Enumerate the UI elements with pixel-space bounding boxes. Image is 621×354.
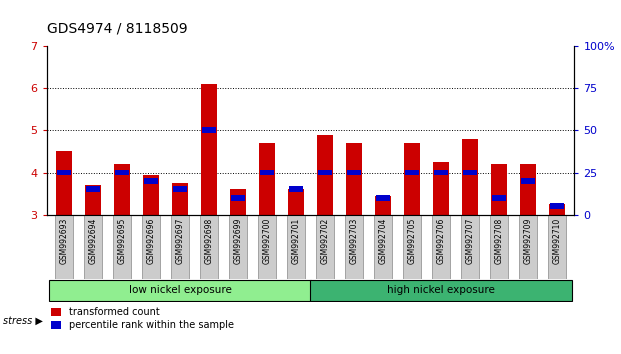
Bar: [201, 84, 217, 215]
Text: low nickel exposure: low nickel exposure: [129, 285, 232, 295]
Bar: [549, 204, 565, 215]
Bar: [434, 170, 448, 176]
Bar: [406, 170, 419, 176]
Bar: [57, 170, 71, 176]
FancyBboxPatch shape: [548, 215, 566, 279]
Bar: [520, 164, 536, 215]
Bar: [116, 170, 129, 176]
FancyBboxPatch shape: [201, 215, 217, 279]
Bar: [433, 162, 449, 215]
FancyBboxPatch shape: [317, 215, 333, 279]
Bar: [550, 203, 564, 209]
Bar: [462, 139, 478, 215]
FancyBboxPatch shape: [345, 215, 363, 279]
Text: GSM992705: GSM992705: [407, 218, 417, 264]
Bar: [375, 196, 391, 215]
Bar: [50, 280, 310, 301]
Bar: [56, 152, 72, 215]
Bar: [289, 187, 303, 192]
Text: GSM992695: GSM992695: [117, 218, 127, 264]
Text: stress ▶: stress ▶: [3, 315, 43, 325]
Bar: [143, 175, 159, 215]
FancyBboxPatch shape: [491, 215, 507, 279]
Bar: [114, 164, 130, 215]
FancyBboxPatch shape: [404, 215, 420, 279]
Text: GSM992699: GSM992699: [233, 218, 242, 264]
Bar: [85, 185, 101, 215]
Text: GSM992708: GSM992708: [494, 218, 504, 264]
FancyBboxPatch shape: [229, 215, 247, 279]
FancyBboxPatch shape: [84, 215, 102, 279]
Bar: [317, 135, 333, 215]
Bar: [347, 170, 361, 176]
Bar: [231, 195, 245, 201]
Text: GSM992709: GSM992709: [524, 218, 533, 264]
Text: GSM992703: GSM992703: [350, 218, 358, 264]
Text: GSM992710: GSM992710: [553, 218, 561, 264]
FancyBboxPatch shape: [461, 215, 479, 279]
Text: GSM992700: GSM992700: [263, 218, 271, 264]
Text: GSM992698: GSM992698: [204, 218, 214, 264]
Text: GSM992704: GSM992704: [379, 218, 388, 264]
Bar: [492, 195, 505, 201]
Bar: [404, 143, 420, 215]
Bar: [259, 143, 275, 215]
FancyBboxPatch shape: [288, 215, 304, 279]
Bar: [463, 170, 477, 176]
Bar: [144, 178, 158, 184]
Text: GSM992696: GSM992696: [147, 218, 155, 264]
FancyBboxPatch shape: [171, 215, 189, 279]
Bar: [288, 189, 304, 215]
Text: GSM992693: GSM992693: [60, 218, 68, 264]
Text: GDS4974 / 8118509: GDS4974 / 8118509: [47, 21, 187, 35]
FancyBboxPatch shape: [374, 215, 392, 279]
FancyBboxPatch shape: [519, 215, 537, 279]
FancyBboxPatch shape: [142, 215, 160, 279]
Bar: [260, 170, 274, 176]
Bar: [310, 280, 571, 301]
Bar: [346, 143, 362, 215]
Bar: [521, 178, 535, 184]
Bar: [202, 127, 215, 133]
Bar: [376, 195, 390, 201]
Bar: [86, 187, 100, 192]
Text: GSM992701: GSM992701: [291, 218, 301, 264]
Bar: [172, 183, 188, 215]
Text: GSM992707: GSM992707: [466, 218, 474, 264]
Bar: [230, 189, 246, 215]
Text: GSM992694: GSM992694: [88, 218, 97, 264]
Text: GSM992697: GSM992697: [176, 218, 184, 264]
Bar: [318, 170, 332, 176]
FancyBboxPatch shape: [258, 215, 276, 279]
Legend: transformed count, percentile rank within the sample: transformed count, percentile rank withi…: [52, 307, 234, 330]
FancyBboxPatch shape: [55, 215, 73, 279]
Text: GSM992706: GSM992706: [437, 218, 445, 264]
Bar: [491, 164, 507, 215]
Text: high nickel exposure: high nickel exposure: [387, 285, 495, 295]
Text: GSM992702: GSM992702: [320, 218, 330, 264]
FancyBboxPatch shape: [114, 215, 130, 279]
FancyBboxPatch shape: [432, 215, 450, 279]
Bar: [173, 187, 187, 192]
